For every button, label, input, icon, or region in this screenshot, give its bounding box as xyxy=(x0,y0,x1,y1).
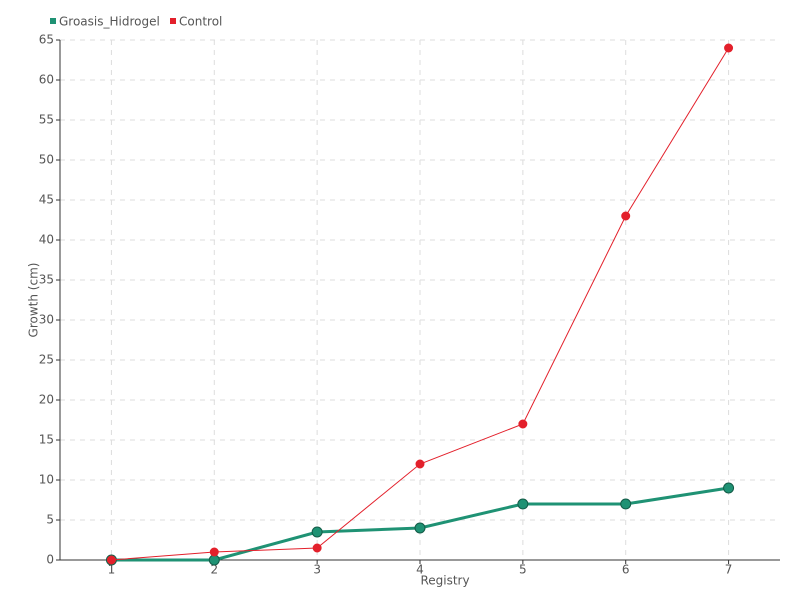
x-axis-label: Registry xyxy=(420,574,469,588)
data-point xyxy=(724,43,734,53)
y-tick-label: 60 xyxy=(39,73,54,87)
y-tick-label: 20 xyxy=(39,393,54,407)
legend-swatch xyxy=(50,18,56,24)
y-tick-label: 35 xyxy=(39,273,54,287)
legend-swatch xyxy=(170,18,176,24)
x-tick-label: 7 xyxy=(725,563,733,577)
x-tick-label: 2 xyxy=(210,563,218,577)
y-tick-label: 65 xyxy=(39,33,54,47)
legend-label: Control xyxy=(179,15,222,29)
y-tick-label: 30 xyxy=(39,313,54,327)
x-tick-label: 4 xyxy=(416,563,424,577)
y-tick-label: 55 xyxy=(39,113,54,127)
y-tick-label: 15 xyxy=(39,433,54,447)
data-point xyxy=(620,498,632,510)
data-point xyxy=(312,543,322,553)
y-tick-label: 5 xyxy=(46,513,54,527)
data-point xyxy=(311,526,323,538)
y-tick-label: 10 xyxy=(39,473,54,487)
data-point xyxy=(209,547,219,557)
data-point xyxy=(517,498,529,510)
y-tick-label: 0 xyxy=(46,553,54,567)
x-tick-label: 3 xyxy=(313,563,321,577)
data-point xyxy=(415,459,425,469)
y-tick-label: 45 xyxy=(39,193,54,207)
y-tick-label: 25 xyxy=(39,353,54,367)
x-tick-label: 1 xyxy=(108,563,116,577)
data-point xyxy=(723,482,735,494)
x-tick-label: 5 xyxy=(519,563,527,577)
y-tick-label: 40 xyxy=(39,233,54,247)
legend-label: Groasis_Hidrogel xyxy=(59,15,160,29)
data-point xyxy=(106,555,116,565)
x-tick-label: 6 xyxy=(622,563,630,577)
y-tick-label: 50 xyxy=(39,153,54,167)
data-point xyxy=(414,522,426,534)
data-point xyxy=(621,211,631,221)
data-point xyxy=(518,419,528,429)
y-axis-label: Growth (cm) xyxy=(27,263,41,338)
